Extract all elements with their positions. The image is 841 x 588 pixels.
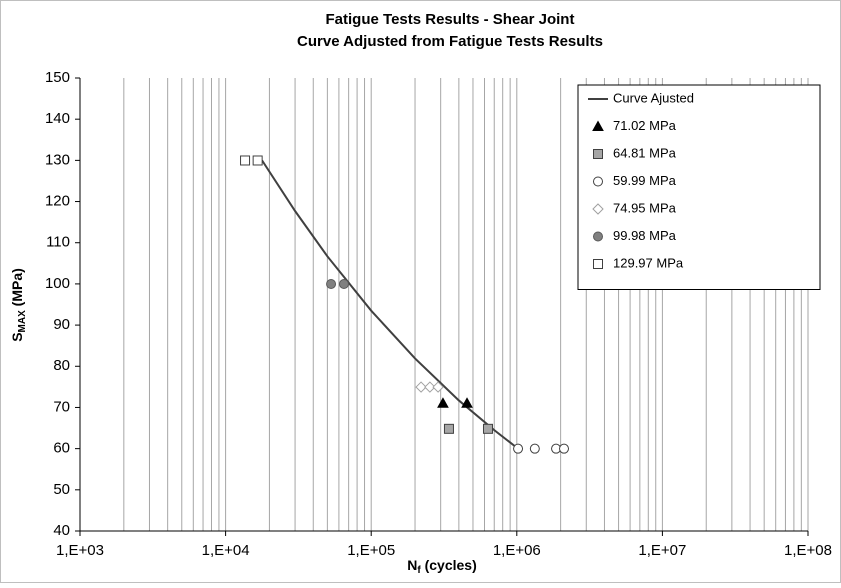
x-tick-label: 1,E+04 — [202, 542, 250, 559]
y-axis-label: SMAX (MPa) — [9, 268, 28, 342]
marker-square — [482, 423, 493, 434]
marker-diamond — [415, 381, 427, 393]
grid: 1,E+03 1,E+04 1,E+05 1,E+06 1,E+07 1,E+08 40 50… — [45, 69, 832, 559]
y-tick-label: 40 — [53, 522, 70, 539]
x-tick-label: 1,E+05 — [347, 542, 395, 559]
legend: Curve Ajusted 71.02 MPa 64.81 MPa 59.99 MPa… — [577, 84, 821, 290]
legend-swatch — [593, 149, 603, 159]
x-tick-label: 1,E+03 — [56, 542, 104, 559]
legend-swatch — [593, 176, 603, 187]
y-label-main: S — [9, 332, 25, 341]
chart-subtitle: Curve Adjusted from Fatigue Tests Result… — [297, 33, 603, 50]
marker-triangle — [437, 397, 449, 408]
marker-square — [443, 423, 454, 434]
marker-square — [252, 155, 263, 166]
marker-circle — [513, 443, 524, 454]
x-tick-label: 1,E+06 — [493, 542, 541, 559]
y-tick-label: 50 — [53, 481, 70, 498]
legend-label: 64.81 MPa — [613, 145, 677, 160]
legend-swatch — [592, 120, 604, 131]
legend-label: 74.95 MPa — [613, 200, 677, 215]
y-tick-label: 100 — [45, 275, 70, 292]
legend-label: 99.98 MPa — [613, 228, 677, 243]
y-tick-label: 150 — [45, 69, 70, 86]
y-tick-label: 60 — [53, 440, 70, 457]
y-tick-label: 120 — [45, 193, 70, 210]
marker-circle — [326, 278, 337, 289]
legend-label: 129.97 MPa — [613, 255, 684, 270]
marker-circle — [559, 443, 570, 454]
y-tick-label: 90 — [53, 316, 70, 333]
plot — [240, 155, 570, 454]
marker-triangle — [461, 397, 473, 408]
legend-label: 71.02 MPa — [613, 118, 677, 133]
y-tick-label: 80 — [53, 357, 70, 374]
y-tick-label: 130 — [45, 151, 70, 168]
marker-diamond — [424, 381, 436, 393]
marker-circle — [529, 443, 540, 454]
y-tick-label: 70 — [53, 398, 70, 415]
x-tick-label: 1,E+07 — [638, 542, 686, 559]
legend-swatch — [593, 231, 603, 242]
chart-title: Fatigue Tests Results - Shear Joint — [326, 11, 575, 28]
y-tick-label: 110 — [46, 234, 70, 251]
x-tick-label: 1,E+08 — [784, 542, 832, 559]
x-label-main: N — [407, 557, 417, 573]
legend-label: Curve Ajusted — [613, 90, 694, 105]
x-axis-label: Nf (cycles) — [407, 557, 477, 576]
marker-circle — [338, 278, 349, 289]
y-label-sub: MAX — [17, 310, 28, 333]
legend-box — [577, 84, 821, 290]
y-tick-label: 140 — [45, 110, 70, 127]
legend-label: 59.99 MPa — [613, 173, 677, 188]
marker-square — [240, 155, 251, 166]
x-label-sub: f — [417, 565, 421, 576]
x-label-rest: (cycles) — [421, 557, 477, 573]
y-label-rest: (MPa) — [9, 268, 25, 310]
legend-swatch — [593, 259, 603, 269]
legend-swatch — [592, 203, 604, 215]
marker-diamond — [432, 381, 444, 393]
